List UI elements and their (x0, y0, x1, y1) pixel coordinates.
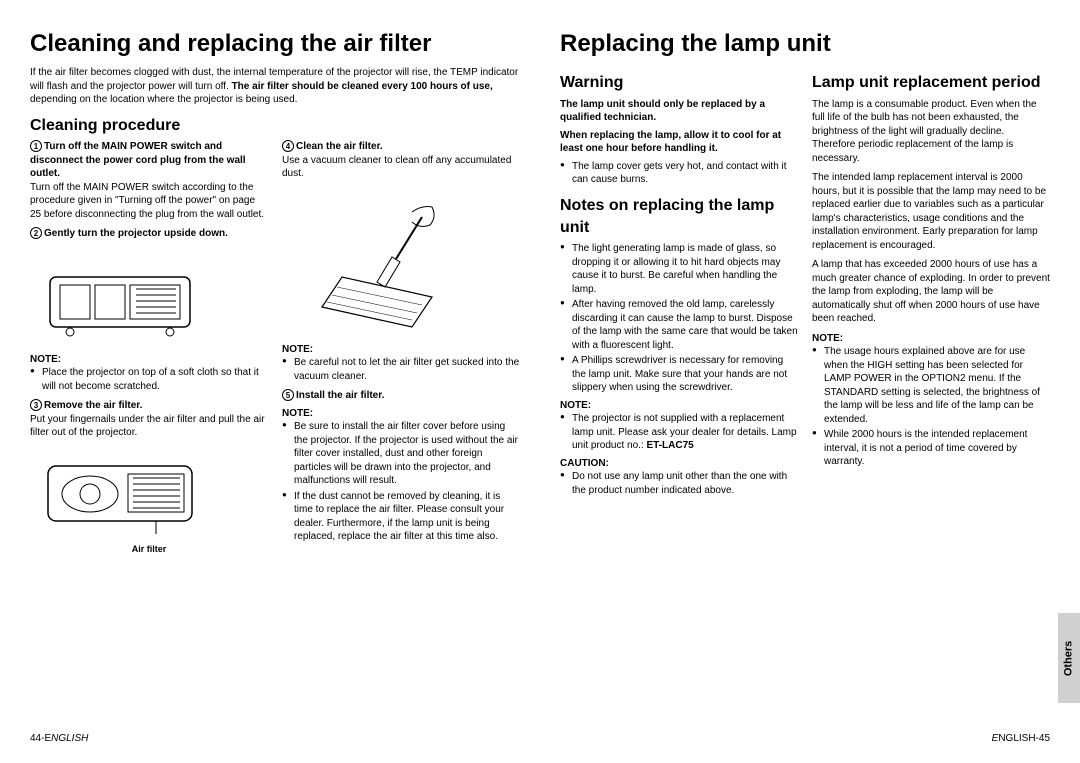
caution-list: Do not use any lamp unit other than the … (560, 470, 798, 497)
notes-b3: A Phillips screwdriver is necessary for … (560, 354, 798, 395)
r-note-b: The projector is not supplied with a rep… (560, 412, 798, 453)
side-tab: Others (1058, 613, 1080, 703)
note2-bullet: Be careful not to let the air filter get… (282, 356, 520, 383)
step4-num: 4 (282, 140, 294, 152)
figure-upside-down (30, 247, 268, 347)
left-footer: 44-ENGLISH (30, 732, 88, 746)
caution-b: Do not use any lamp unit other than the … (560, 470, 798, 497)
right-title: Replacing the lamp unit (560, 28, 1050, 60)
note3-bullet1: Be sure to install the air filter cover … (282, 420, 520, 488)
right-col-2: Lamp unit replacement period The lamp is… (812, 66, 1050, 499)
period-p1: The lamp is a consumable product. Even w… (812, 98, 1050, 166)
note2-list: Be careful not to let the air filter get… (282, 356, 520, 383)
warn2: When replacing the lamp, allow it to coo… (560, 129, 798, 156)
step4-head-text: Clean the air filter. (296, 141, 383, 152)
r-note2-label: NOTE: (812, 332, 1050, 346)
h2-notes: Notes on replacing the lamp unit (560, 195, 798, 238)
left-col-2: 4Clean the air filter. Use a vacuum clea… (282, 140, 520, 561)
warn1: The lamp unit should only be replaced by… (560, 98, 798, 125)
figure-remove-filter: Air filter (30, 446, 268, 555)
step1-head-text: Turn off the MAIN POWER switch and disco… (30, 141, 246, 179)
step4-head: 4Clean the air filter. (282, 140, 520, 154)
note3-list: Be sure to install the air filter cover … (282, 420, 520, 544)
h2-warning: Warning (560, 72, 798, 94)
h2-cleaning: Cleaning procedure (30, 115, 520, 137)
h2-period: Lamp unit replacement period (812, 72, 1050, 94)
r-note2-b2: While 2000 hours is the intended replace… (812, 428, 1050, 469)
note1-list: Place the projector on top of a soft clo… (30, 366, 268, 393)
period-p3: A lamp that has exceeded 2000 hours of u… (812, 258, 1050, 326)
notes-list: The light generating lamp is made of gla… (560, 242, 798, 395)
period-p2: The intended lamp replacement interval i… (812, 171, 1050, 252)
step1-num: 1 (30, 140, 42, 152)
r-note-label: NOTE: (560, 399, 798, 413)
left-intro: If the air filter becomes clogged with d… (30, 66, 520, 107)
step5-num: 5 (282, 389, 294, 401)
step5-head-text: Install the air filter. (296, 390, 384, 401)
warn-bullets: The lamp cover gets very hot, and contac… (560, 160, 798, 187)
intro-text-2: depending on the location where the proj… (30, 94, 297, 105)
right-footer: ENGLISH-45 (992, 732, 1050, 746)
left-col-1: 1Turn off the MAIN POWER switch and disc… (30, 140, 268, 561)
step2-head-text: Gently turn the projector upside down. (44, 228, 228, 239)
r-note-list: The projector is not supplied with a rep… (560, 412, 798, 453)
step2-num: 2 (30, 227, 42, 239)
step1-body: Turn off the MAIN POWER switch according… (30, 181, 268, 222)
note2-label: NOTE: (282, 343, 520, 357)
step3-body: Put your fingernails under the air filte… (30, 413, 268, 440)
right-col-1: Warning The lamp unit should only be rep… (560, 66, 798, 499)
caution-label: CAUTION: (560, 457, 798, 471)
r-note2-list: The usage hours explained above are for … (812, 345, 1050, 469)
left-title: Cleaning and replacing the air filter (30, 28, 520, 60)
step2-head: 2Gently turn the projector upside down. (30, 227, 268, 241)
figure-vacuum (282, 187, 520, 337)
side-tab-label: Others (1062, 640, 1077, 675)
notes-b2: After having removed the old lamp, carel… (560, 298, 798, 352)
warn-bullet: The lamp cover gets very hot, and contac… (560, 160, 798, 187)
intro-bold: The air filter should be cleaned every 1… (232, 81, 493, 92)
right-two-col: Warning The lamp unit should only be rep… (560, 66, 1050, 499)
notes-b1: The light generating lamp is made of gla… (560, 242, 798, 296)
step1-head: 1Turn off the MAIN POWER switch and disc… (30, 140, 268, 181)
fig3-caption: Air filter (30, 543, 268, 555)
page-container: Cleaning and replacing the air filter If… (0, 0, 1080, 763)
page-left: Cleaning and replacing the air filter If… (0, 0, 540, 763)
warning-block: The lamp unit should only be replaced by… (560, 98, 798, 156)
r-note2-b1: The usage hours explained above are for … (812, 345, 1050, 426)
page-right: Replacing the lamp unit Warning The lamp… (540, 0, 1080, 763)
step5-head: 5Install the air filter. (282, 389, 520, 403)
note1-label: NOTE: (30, 353, 268, 367)
note3-label: NOTE: (282, 407, 520, 421)
step4-body: Use a vacuum cleaner to clean off any ac… (282, 154, 520, 181)
note1-bullet: Place the projector on top of a soft clo… (30, 366, 268, 393)
left-two-col: 1Turn off the MAIN POWER switch and disc… (30, 140, 520, 561)
note3-bullet2: If the dust cannot be removed by cleanin… (282, 490, 520, 544)
step3-num: 3 (30, 399, 42, 411)
step3-head-text: Remove the air filter. (44, 400, 142, 411)
r-note-b-bold: ET-LAC75 (647, 440, 694, 451)
step3-head: 3Remove the air filter. (30, 399, 268, 413)
